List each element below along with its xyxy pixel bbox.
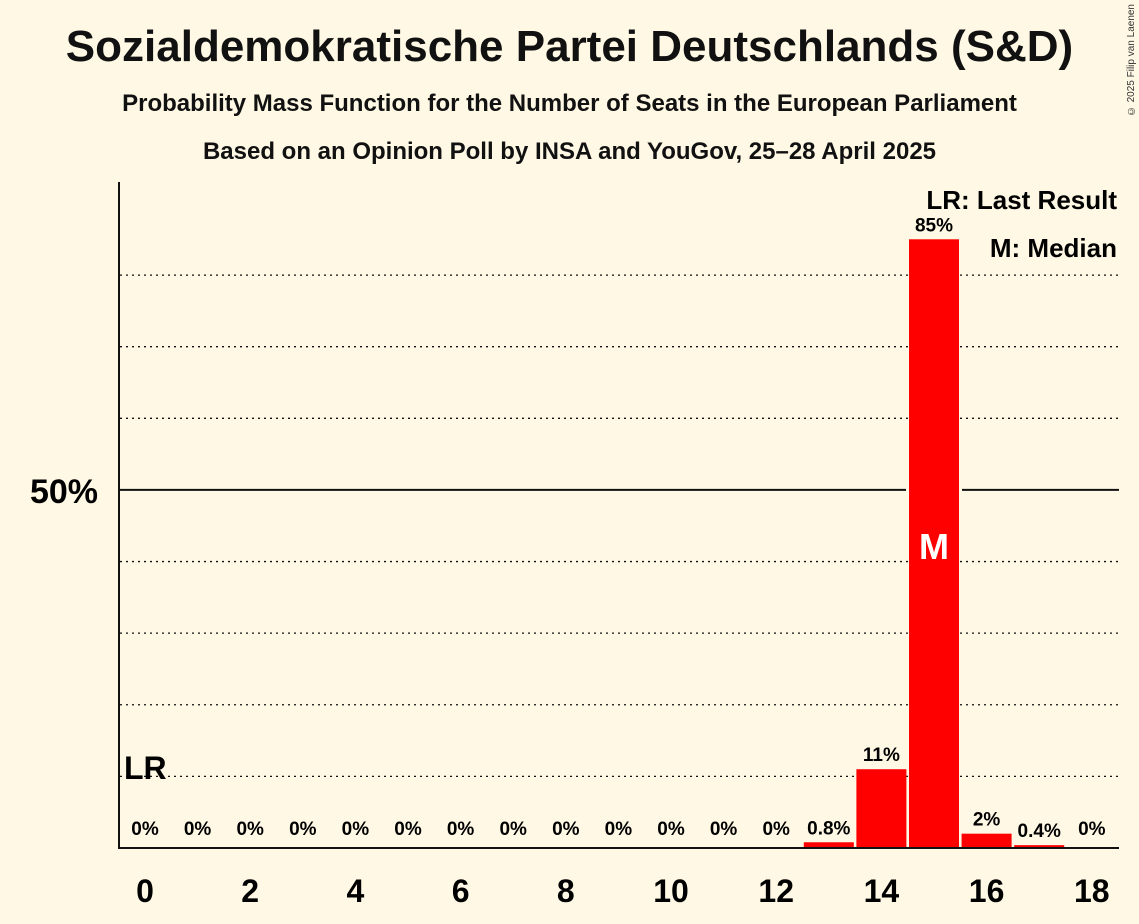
chart-source: Based on an Opinion Poll by INSA and You… bbox=[202, 138, 937, 165]
median-marker: M bbox=[919, 526, 949, 567]
x-tick-12: 12 bbox=[758, 873, 794, 909]
x-tick-18: 18 bbox=[1074, 873, 1110, 909]
bar-label-16: 2% bbox=[973, 810, 1001, 831]
y-tick-label-50: 50% bbox=[30, 473, 98, 511]
chart-subtitle: Probability Mass Function for the Number… bbox=[122, 90, 1017, 117]
bar-seat-13 bbox=[803, 842, 854, 848]
x-tick-0: 0 bbox=[136, 873, 154, 909]
bar-gap-left bbox=[906, 486, 909, 493]
grid-lines bbox=[120, 274, 1119, 778]
chart-title: Sozialdemokratische Partei Deutschlands … bbox=[65, 22, 1074, 71]
bar-seat-17 bbox=[1014, 845, 1065, 848]
x-tick-14: 14 bbox=[864, 873, 900, 909]
legend-last-result: LR: Last Result bbox=[926, 185, 1117, 215]
bar-label-0: 0% bbox=[131, 819, 159, 840]
bar-label-5: 0% bbox=[394, 819, 422, 840]
bar-label-10: 0% bbox=[657, 819, 685, 840]
bar-label-6: 0% bbox=[447, 819, 475, 840]
bar-gap-right bbox=[959, 486, 962, 493]
bar-label-3: 0% bbox=[289, 819, 317, 840]
bar-label-18: 0% bbox=[1078, 819, 1106, 840]
bars bbox=[803, 239, 1065, 848]
x-tick-10: 10 bbox=[653, 873, 689, 909]
bar-label-4: 0% bbox=[342, 819, 370, 840]
bar-label-13: 0.8% bbox=[807, 818, 850, 839]
axes bbox=[118, 182, 1119, 849]
bar-labels: 0% LR 0% 0% 0% 0% 0% 0% 0% 0% 0% 0% 0% 0% 0.8% 11% 85% M 2… bbox=[124, 215, 1106, 842]
bar-label-7: 0% bbox=[499, 819, 527, 840]
x-tick-labels: 0 2 4 6 8 10 12 14 16 18 bbox=[136, 873, 1109, 909]
bar-label-8: 0% bbox=[552, 819, 580, 840]
bar-label-2: 0% bbox=[236, 819, 264, 840]
bar-seat-16 bbox=[961, 833, 1012, 848]
x-tick-6: 6 bbox=[452, 873, 470, 909]
bar-label-14: 11% bbox=[863, 745, 900, 766]
bar-seat-15 bbox=[909, 239, 959, 848]
x-tick-16: 16 bbox=[969, 873, 1005, 909]
x-tick-4: 4 bbox=[347, 873, 365, 909]
bar-label-17: 0.4% bbox=[1018, 821, 1061, 842]
legend-median: M: Median bbox=[990, 233, 1117, 263]
bar-label-9: 0% bbox=[605, 819, 633, 840]
bar-label-1: 0% bbox=[184, 819, 212, 840]
bar-label-11: 0% bbox=[710, 819, 738, 840]
bar-label-15: 85% bbox=[915, 215, 953, 236]
last-result-marker: LR bbox=[124, 750, 167, 786]
bar-label-12: 0% bbox=[762, 819, 790, 840]
bar-seat-14 bbox=[856, 769, 907, 848]
x-tick-8: 8 bbox=[557, 873, 575, 909]
x-tick-2: 2 bbox=[241, 873, 259, 909]
